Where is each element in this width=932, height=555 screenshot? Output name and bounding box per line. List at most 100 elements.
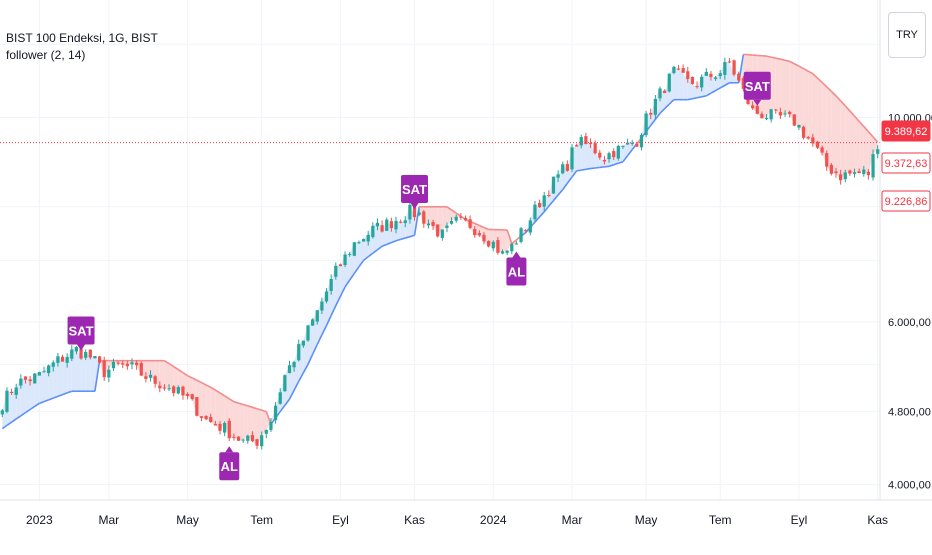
candle-body	[394, 221, 397, 229]
candle-body	[871, 154, 874, 177]
candle-body	[478, 233, 481, 235]
signal-sat: SAT	[401, 175, 428, 209]
trail-fill-segment	[817, 78, 822, 153]
candle-body	[695, 86, 698, 87]
symbol-title[interactable]: BIST 100 Endeksi, 1G, BIST	[6, 30, 158, 47]
candle-body	[288, 365, 291, 373]
signal-pointer	[77, 344, 85, 350]
candle-body	[302, 341, 305, 346]
candle-body	[274, 406, 277, 420]
candle-body	[677, 69, 680, 70]
x-tick-label: Eyl	[332, 513, 349, 527]
x-tick-label: Eyl	[791, 513, 808, 527]
candle-body	[533, 205, 536, 220]
trail-segment	[595, 167, 600, 168]
candle-body	[876, 149, 879, 154]
x-tick-label: 2024	[480, 513, 507, 527]
candle-body	[621, 146, 624, 147]
candle-body	[867, 172, 870, 175]
candle-body	[603, 160, 606, 162]
candle-body	[658, 88, 661, 98]
trail-fill-segment	[864, 126, 869, 175]
candle-body	[154, 376, 157, 384]
candle-body	[1, 410, 4, 414]
candle-body	[580, 137, 583, 145]
candle-body	[167, 388, 170, 389]
candle-body	[399, 222, 402, 223]
candle-body	[380, 225, 383, 231]
trail-segment	[688, 99, 693, 100]
candle-body	[292, 362, 295, 367]
y-tick-label: 6.000,00	[888, 317, 931, 329]
trail-fill-segment	[164, 361, 169, 389]
candle-body	[506, 251, 509, 253]
candle-body	[760, 114, 763, 118]
candle-body	[700, 77, 703, 88]
candle-body	[538, 203, 541, 207]
price-label: 9.226,86	[885, 196, 928, 208]
candle-body	[612, 151, 615, 157]
candle-body	[510, 244, 513, 252]
candle-body	[52, 362, 55, 366]
candle-body	[556, 174, 559, 177]
candle-body	[283, 375, 286, 391]
candle-body	[191, 394, 194, 399]
x-tick-label: Tem	[709, 513, 732, 527]
candle-body	[496, 240, 499, 253]
candle-body	[232, 437, 235, 438]
candle-body	[204, 416, 207, 419]
trail-fill-segment	[855, 116, 860, 173]
trail-fill-segment	[808, 71, 813, 143]
candle-body	[431, 222, 434, 226]
candle-body	[566, 164, 569, 171]
trail-segment	[600, 167, 605, 168]
candle-body	[297, 344, 300, 360]
candle-body	[112, 362, 115, 368]
candle-body	[93, 356, 96, 358]
signal-label: SAT	[69, 323, 94, 338]
trail-segment	[591, 168, 596, 169]
candle-body	[418, 213, 421, 215]
candle-body	[98, 356, 101, 362]
candle-body	[589, 143, 592, 144]
candle-body	[135, 363, 138, 366]
candle-body	[408, 205, 411, 220]
candle-body	[200, 416, 203, 418]
trail-segment	[581, 169, 586, 170]
signal-pointer	[512, 252, 520, 258]
candle-body	[654, 99, 657, 115]
trail-fill-segment	[160, 361, 165, 389]
candle-body	[529, 220, 532, 232]
trail-fill-segment	[836, 96, 841, 180]
candle-body	[195, 397, 198, 416]
candle-body	[5, 391, 8, 412]
indicator-title[interactable]: follower (2, 14)	[6, 47, 158, 64]
candle-body	[779, 112, 782, 115]
candle-body	[783, 113, 786, 114]
candle-body	[186, 394, 189, 396]
candle-body	[404, 220, 407, 223]
signal-pointer	[411, 203, 419, 209]
candle-body	[793, 114, 796, 125]
trail-segment	[767, 56, 772, 57]
trail-line	[2, 54, 877, 428]
trail-fill-segment	[600, 158, 605, 168]
currency-button[interactable]: TRY	[888, 12, 926, 58]
candle-body	[362, 239, 365, 241]
candle-body	[487, 241, 490, 246]
candle-body	[172, 386, 175, 393]
candle-body	[325, 292, 328, 302]
candle-body	[311, 319, 314, 325]
candle-body	[561, 164, 564, 173]
candle-body	[848, 171, 851, 174]
trail-fill-segment	[831, 91, 836, 173]
candle-body	[644, 114, 647, 136]
candle-body	[223, 423, 226, 433]
candle-body	[450, 221, 453, 224]
price-label: 9.372,63	[885, 158, 928, 170]
candle-body	[756, 106, 759, 114]
candle-body	[686, 71, 689, 79]
